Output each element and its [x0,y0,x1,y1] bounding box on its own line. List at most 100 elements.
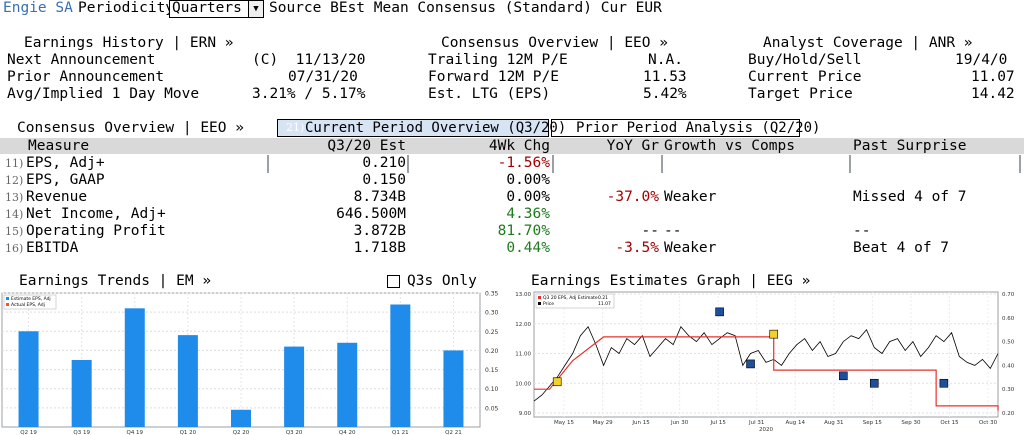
surprise-cell: Beat 4 of 7 [853,240,950,256]
estimates-graph-title[interactable]: Earnings Estimates Graph | EEG » [531,273,811,289]
legend: Q3 20 EPS, Adj Estimate 0.21 Price 11.07 [535,293,615,309]
x-tick-label: Q3 20 [286,430,303,435]
col-est[interactable]: Q3/20 Est [327,138,406,154]
table-row[interactable]: 16) EBITDA 1.718B 0.44% -3.5% Weaker Bea… [0,240,1024,257]
buy-hold-sell-label: Buy/Hold/Sell [748,52,862,68]
legend-label: Q3 20 EPS, Adj Estimate [543,295,598,301]
legend-label: Actual EPS, Adj [11,302,45,308]
avg-move-label: Avg/Implied 1 Day Move [7,86,200,102]
earnings-trends-chart: 0.05 0.10 0.15 0.20 0.25 0.30 0.35 Q2 19 Q3 19 Q4… [1,291,499,435]
growth-cell: Weaker [664,240,717,256]
chg-cell: 0.44% [506,240,550,256]
yoy-cell: -37.0% [606,189,659,205]
consensus-section-title[interactable]: Consensus Overview | EEO » [17,120,244,136]
tab-prior-period[interactable]: Prior Period Analysis (Q2/20) [551,119,820,137]
legend-swatch [6,303,9,306]
left-y-tick-label: 9.00 [519,411,532,417]
x-tick-label: Q2 19 [20,430,37,435]
yoy-cell: -3.5% [615,240,659,256]
chevron-down-icon[interactable]: ▼ [248,0,264,18]
table-row[interactable]: 11) EPS, Adj+ 0.210 -1.56% [0,155,1024,172]
right-y-tick-label: 0.50 [1002,340,1015,346]
column-divider[interactable] [849,155,851,173]
next-announcement-value: (C) 11/13/20 [252,52,366,68]
col-yoy-gr[interactable]: YoY Gr [606,138,659,154]
forward-pe-value: 11.53 [643,69,687,85]
tab-current-label: Current Period Overview (Q3/20) [305,120,567,136]
current-price-label: Current Price [748,69,862,85]
right-y-tick-label: 0.40 [1002,363,1015,369]
security-name[interactable]: Engie SA [3,0,73,16]
yoy-cell: -- [641,223,659,239]
estimate-bar [443,350,464,427]
x-tick-label: Q1 20 [180,430,197,435]
measure-cell: Net Income, Adj+ [26,206,166,222]
legend-swatch [538,302,541,305]
x-tick-label: Aug 14 [786,420,806,426]
est-cell: 8.734B [353,189,406,205]
news-event-icon [746,359,755,369]
x-tick-label: Jun 30 [670,420,689,426]
legend-swatch [538,296,541,299]
earnings-history-title[interactable]: Earnings History | ERN » [24,35,234,51]
column-divider[interactable] [552,155,554,173]
table-row[interactable]: 12) EPS, GAAP 0.150 0.00% [0,172,1024,189]
estimate-bar [390,304,411,427]
surprise-cell: -- [853,223,871,239]
legend-value: 11.07 [598,301,611,307]
column-divider[interactable] [267,155,269,173]
consensus-top-title[interactable]: Consensus Overview | EEO » [441,35,668,51]
earnings-event-icon [552,377,562,387]
estimate-bar [18,331,39,427]
prior-announcement-value: 07/31/20 [288,69,358,85]
col-past-surprise[interactable]: Past Surprise [853,138,967,154]
table-row[interactable]: 13) Revenue 8.734B 0.00% -37.0% Weaker M… [0,189,1024,206]
forward-pe-label: Forward 12M P/E [428,69,559,85]
col-growth-vs-comps[interactable]: Growth vs Comps [664,138,795,154]
table-row[interactable]: 14) Net Income, Adj+ 646.500M 4.36% [0,206,1024,223]
earnings-estimates-chart: 9.00 10.00 11.00 12.00 13.00 0.20 0.30 0.40 0.50… [515,291,1015,433]
tab-current-period[interactable]: 21) Current Period Overview (Q3/20) [277,119,566,137]
target-price-label: Target Price [748,86,853,102]
q3s-only-checkbox[interactable] [387,275,400,288]
x-tick-label: Sep 15 [863,420,883,426]
y-tick-label: 0.30 [485,310,499,317]
row-number: 15) [5,225,24,238]
source-text: Source BEst Mean Consensus (Standard) Cu… [269,0,662,16]
legend-box [535,293,615,309]
col-measure[interactable]: Measure [28,138,90,154]
chg-cell: 4.36% [506,206,550,222]
row-number: 14) [5,208,24,221]
left-y-tick-label: 10.00 [515,381,531,387]
x-tick-label: Oct 30 [979,420,998,426]
periodicity-select[interactable]: Quarters [169,0,249,18]
x-tick-label: Q4 19 [126,430,143,435]
measure-cell: Operating Profit [26,223,166,239]
y-tick-label: 0.20 [485,348,499,355]
column-divider[interactable] [407,155,409,173]
column-divider[interactable] [1019,155,1021,173]
table-row[interactable]: 15) Operating Profit 3.872B 81.70% -- --… [0,223,1024,240]
x-tick-label: Aug 31 [824,420,844,426]
x-year-label: 2020 [759,427,773,433]
estimate-bar [337,342,358,427]
trends-title[interactable]: Earnings Trends | EM » [19,273,212,289]
analyst-title[interactable]: Analyst Coverage | ANR » [763,35,973,51]
y-tick-label: 0.05 [485,405,499,412]
column-divider[interactable] [661,155,663,173]
row-number: 16) [5,242,24,255]
row-number: 12) [5,174,24,187]
news-event-icon [839,371,848,381]
right-y-tick-label: 0.20 [1002,411,1015,417]
news-event-icon [939,378,949,388]
estimate-bar [231,409,251,427]
chg-cell: 0.00% [506,189,550,205]
periodicity-value: Quarters [172,0,242,16]
col-4wk-chg[interactable]: 4Wk Chg [488,138,550,154]
x-tick-label: Oct 15 [940,420,959,426]
estimate-bar [71,360,92,427]
current-price-value: 11.07 [971,69,1015,85]
x-tick-label: May 15 [554,420,575,426]
price-line [533,325,999,402]
